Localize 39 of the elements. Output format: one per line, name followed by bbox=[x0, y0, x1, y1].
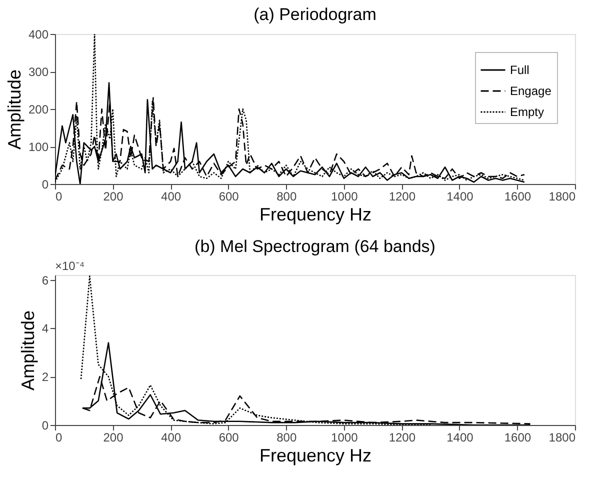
chart-title: (a) Periodogram bbox=[254, 5, 376, 24]
x-tick-label: 600 bbox=[218, 430, 240, 444]
text: ×10⁻⁴ bbox=[55, 259, 85, 273]
x-tick-label: 400 bbox=[161, 430, 182, 444]
chart-title: (b) Mel Spectrogram (64 bands) bbox=[194, 237, 436, 256]
x-tick-label: 1400 bbox=[446, 190, 474, 204]
x-tick-label: 1800 bbox=[548, 430, 576, 444]
x-tick-label: 600 bbox=[218, 190, 240, 204]
x-tick-label: 400 bbox=[161, 190, 182, 204]
x-tick-label: 200 bbox=[103, 430, 124, 444]
y-tick-label: 0 bbox=[42, 178, 49, 192]
x-tick-label: 1800 bbox=[548, 190, 576, 204]
x-tick-label: 800 bbox=[276, 430, 297, 444]
x-axis-title: Frequency Hz bbox=[259, 446, 372, 466]
y-tick-label: 300 bbox=[28, 65, 49, 79]
x-tick-label: 1000 bbox=[331, 190, 358, 204]
x-tick-label: 200 bbox=[103, 190, 124, 204]
x-tick-label: 1000 bbox=[331, 430, 358, 444]
x-tick-label: 1200 bbox=[388, 430, 416, 444]
x-tick-label: 1200 bbox=[388, 190, 416, 204]
y-axis-title: Amplitude bbox=[4, 69, 24, 150]
y-tick-label: 100 bbox=[28, 140, 49, 154]
y-tick-label: 6 bbox=[42, 273, 49, 288]
y-tick-label: 200 bbox=[28, 102, 49, 116]
y-axis-title: Amplitude bbox=[18, 310, 38, 391]
x-tick-label: 1400 bbox=[446, 430, 474, 444]
y-tick-label: 400 bbox=[28, 28, 49, 42]
x-tick-label: 1600 bbox=[504, 190, 532, 204]
x-tick-label: 800 bbox=[276, 190, 297, 204]
y-tick-label: 4 bbox=[42, 322, 49, 336]
x-tick-label: 0 bbox=[56, 190, 62, 204]
y-tick-label: 2 bbox=[42, 370, 49, 384]
legend-label: Empty bbox=[510, 105, 544, 119]
legend-label: Engage bbox=[510, 84, 552, 98]
x-tick-label: 0 bbox=[56, 430, 62, 444]
y-tick-label: 0 bbox=[42, 418, 49, 432]
legend-label: Full bbox=[510, 63, 530, 77]
x-axis-title: Frequency Hz bbox=[259, 204, 372, 224]
x-tick-label: 1600 bbox=[504, 430, 532, 444]
